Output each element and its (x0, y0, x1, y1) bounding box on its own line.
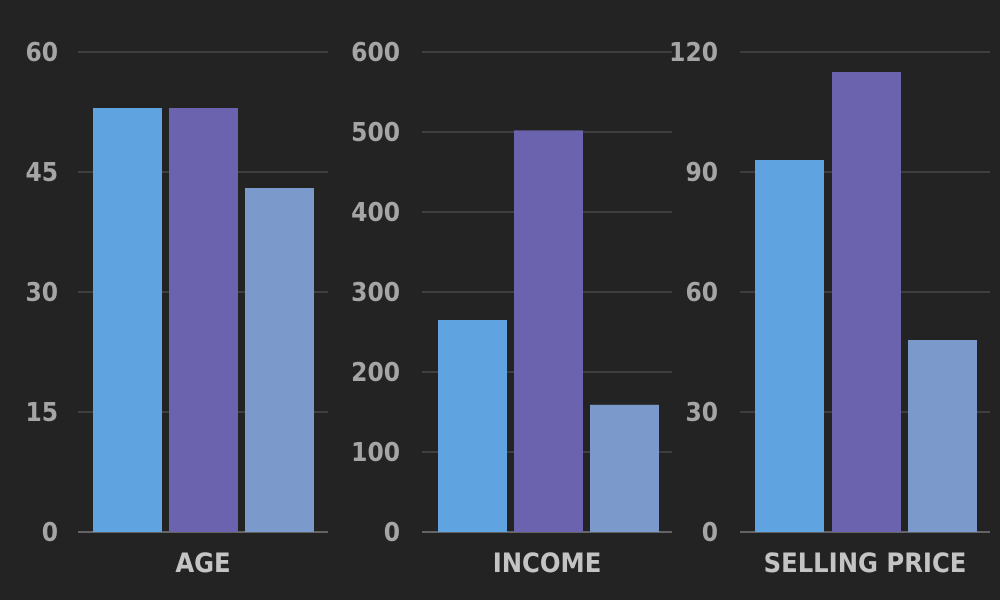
chart-panel-1: 0 100 200 300 400 500 600 INCOME (351, 38, 672, 579)
category-label: AGE (175, 548, 230, 579)
y-tick-label: 400 (351, 198, 400, 228)
bar-series-2 (245, 188, 314, 532)
chart-panel-2: 0 30 60 90 120 SELLING PRICE (669, 38, 990, 579)
y-tick-label: 90 (685, 158, 718, 188)
y-tick-label: 45 (25, 158, 58, 188)
y-tick-label: 30 (685, 398, 718, 428)
bar-series-1 (169, 108, 238, 532)
y-tick-label: 200 (351, 358, 400, 388)
y-tick-label: 0 (384, 518, 400, 548)
y-tick-label: 60 (685, 278, 718, 308)
y-tick-label: 0 (42, 518, 58, 548)
bar-series-0 (93, 108, 162, 532)
category-label: INCOME (493, 548, 602, 579)
bar-series-0 (755, 160, 824, 532)
bar-series-0 (438, 320, 507, 532)
y-tick-label: 15 (25, 398, 58, 428)
y-tick-label: 60 (25, 38, 58, 68)
y-tick-label: 30 (25, 278, 58, 308)
y-tick-label: 300 (351, 278, 400, 308)
category-label: SELLING PRICE (764, 548, 967, 579)
bar-series-2 (590, 404, 659, 532)
y-tick-label: 120 (669, 38, 718, 68)
bar-series-1 (514, 130, 583, 532)
bar-series-2 (908, 340, 977, 532)
chart-panel-0: 0 15 30 45 60 AGE (25, 38, 328, 579)
y-tick-label: 0 (702, 518, 718, 548)
y-tick-label: 500 (351, 118, 400, 148)
y-tick-label: 100 (351, 438, 400, 468)
bar-series-1 (832, 72, 901, 532)
y-tick-label: 600 (351, 38, 400, 68)
